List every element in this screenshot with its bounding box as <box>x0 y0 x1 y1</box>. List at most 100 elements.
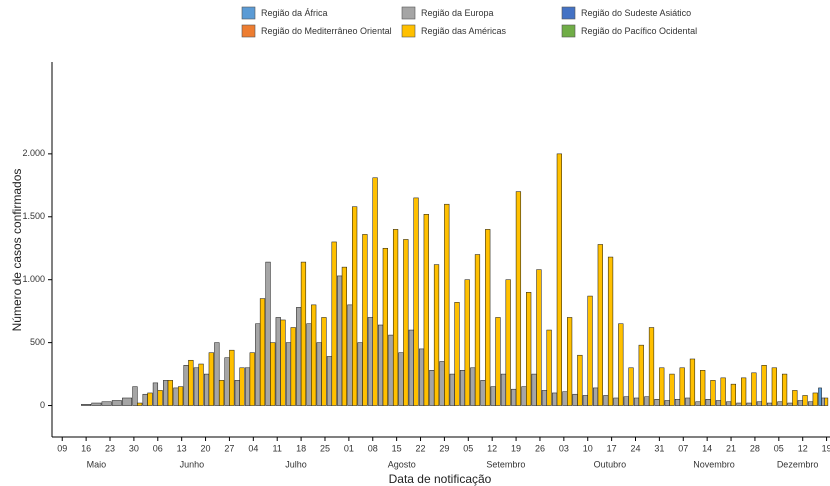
bar <box>495 317 501 406</box>
bar <box>367 317 374 406</box>
x-tick-label: 30 <box>129 443 139 453</box>
month-label: Dezembro <box>777 459 819 469</box>
month-label: Agosto <box>388 459 416 469</box>
bar <box>500 373 507 406</box>
bar <box>392 229 399 406</box>
bar <box>541 390 548 406</box>
bar <box>337 275 343 406</box>
bar <box>787 402 793 406</box>
bar <box>132 386 138 406</box>
bar <box>382 247 388 406</box>
bar <box>613 397 619 406</box>
bar <box>423 214 429 406</box>
bar <box>300 261 307 406</box>
bar <box>746 402 752 406</box>
bar <box>306 323 312 406</box>
bar <box>633 397 640 406</box>
bar <box>270 342 276 406</box>
x-tick-label: 12 <box>798 443 808 453</box>
month-label: Novembro <box>693 459 735 469</box>
month-label: Julho <box>285 459 307 469</box>
bar <box>408 329 414 406</box>
bar <box>659 367 665 406</box>
bar <box>812 392 818 406</box>
bar <box>280 319 286 406</box>
bar <box>715 400 722 406</box>
bar <box>603 395 609 406</box>
legend-label: Região do Pacífico Ocidental <box>581 26 697 36</box>
bar <box>556 153 562 406</box>
bar <box>152 382 159 406</box>
bar <box>167 380 173 406</box>
bar <box>193 367 199 406</box>
bar <box>101 401 112 406</box>
bar <box>285 342 292 406</box>
y-tick-label: 500 <box>30 337 45 347</box>
bar <box>464 279 470 406</box>
bar <box>403 239 409 406</box>
bar <box>352 206 358 406</box>
bar <box>807 401 814 406</box>
bar <box>490 386 496 406</box>
bar <box>398 352 404 406</box>
bar <box>413 197 419 406</box>
bar <box>511 388 517 406</box>
bar <box>321 317 327 406</box>
x-tick-label: 05 <box>463 443 473 453</box>
bar <box>255 323 261 406</box>
bar <box>821 397 825 406</box>
bar <box>562 391 568 406</box>
bar <box>577 354 583 406</box>
bar <box>188 359 194 406</box>
bar <box>526 292 532 406</box>
bar <box>444 203 450 406</box>
bar <box>239 367 245 406</box>
x-tick-label: 27 <box>224 443 234 453</box>
bar <box>418 348 425 406</box>
bar <box>710 380 716 406</box>
month-label: Maio <box>87 459 107 469</box>
legend-label: Região das Américas <box>421 26 507 36</box>
x-tick-label: 21 <box>726 443 736 453</box>
bar <box>536 269 542 406</box>
x-tick-label: 13 <box>177 443 187 453</box>
legend-swatch <box>401 24 416 38</box>
legend-swatch <box>401 6 416 20</box>
bar <box>454 302 460 406</box>
bar <box>433 264 440 406</box>
bar <box>741 377 747 406</box>
bar <box>296 307 302 406</box>
month-label: Junho <box>180 459 205 469</box>
bar <box>480 380 486 406</box>
bar <box>695 401 701 406</box>
bar <box>290 327 296 406</box>
bar <box>439 361 445 406</box>
bar <box>664 400 670 406</box>
x-tick-label: 18 <box>296 443 306 453</box>
bar <box>644 396 650 406</box>
bar <box>474 254 481 406</box>
bar <box>546 329 552 406</box>
x-tick-label: 10 <box>583 443 593 453</box>
bar <box>777 401 783 406</box>
legend-label: Região da África <box>261 8 328 18</box>
bar <box>429 370 435 406</box>
bar <box>505 279 511 406</box>
bar <box>751 372 757 406</box>
x-tick-label: 24 <box>630 443 640 453</box>
x-tick-label: 31 <box>654 443 664 453</box>
bar <box>771 367 777 406</box>
bar <box>736 402 742 406</box>
bar <box>204 373 210 406</box>
y-tick-label: 1.000 <box>22 274 45 284</box>
month-label: Outubro <box>594 459 627 469</box>
x-tick-label: 05 <box>774 443 784 453</box>
x-tick-label: 19 <box>822 443 830 453</box>
x-tick-label: 14 <box>702 443 712 453</box>
bar <box>726 401 732 406</box>
bar <box>244 367 251 406</box>
x-tick-label: 07 <box>678 443 688 453</box>
bar <box>229 349 235 406</box>
bar <box>567 317 573 406</box>
